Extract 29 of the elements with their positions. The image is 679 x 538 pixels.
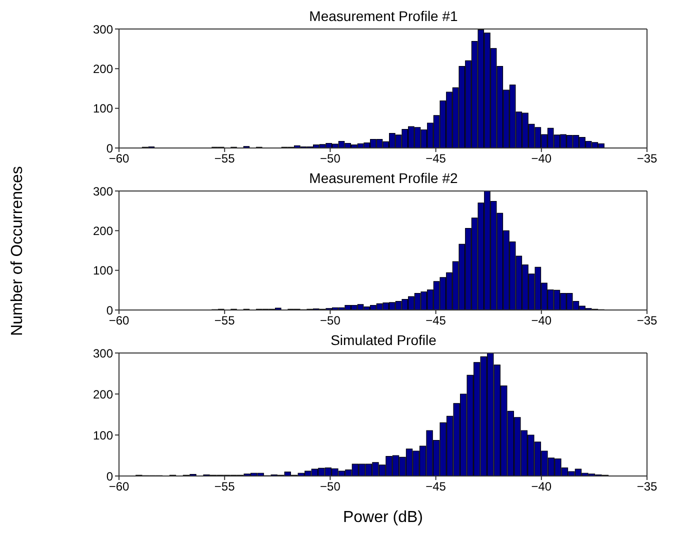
y-axis-title: Number of Occurrences: [9, 166, 27, 336]
chart-title: Simulated Profile: [330, 332, 436, 348]
x-tick-label: −40: [531, 314, 552, 328]
x-tick-label: −40: [531, 480, 552, 494]
x-tick-label: −50: [320, 314, 341, 328]
chart-title: Measurement Profile #1: [308, 8, 459, 24]
y-tick-label: 200: [92, 62, 114, 76]
x-tick-label: −40: [531, 152, 552, 166]
x-tick-label: −50: [320, 152, 341, 166]
x-tick-label: −45: [426, 480, 446, 494]
x-axis-title: Power (dB): [342, 509, 424, 526]
y-tick-label: 200: [92, 224, 114, 238]
x-tick-label: −55: [214, 480, 236, 494]
y-tick-label: 300: [92, 346, 114, 360]
x-tick-label: −35: [636, 480, 658, 494]
y-tick-label: 300: [92, 22, 114, 36]
x-tick-label: −50: [320, 480, 341, 494]
chart-title: Measurement Profile #2: [309, 170, 458, 186]
y-tick-label: 300: [92, 184, 114, 198]
y-tick-label: 100: [92, 264, 114, 278]
y-tick-label: 100: [92, 428, 114, 442]
x-tick-label: −35: [636, 314, 658, 328]
x-tick-label: −45: [426, 314, 446, 328]
x-tick-label: −45: [426, 152, 446, 166]
y-tick-label: 100: [92, 102, 114, 116]
x-tick-label: −55: [214, 314, 236, 328]
x-tick-label: −55: [214, 152, 236, 166]
x-tick-label: −35: [636, 152, 658, 166]
y-tick-label: 200: [92, 387, 114, 402]
